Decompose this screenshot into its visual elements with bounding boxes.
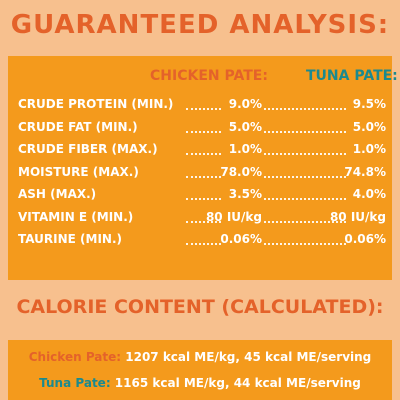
chicken-value: 0.06% <box>220 232 262 246</box>
nutrient-label: CRUDE FAT (MIN.) <box>18 119 138 134</box>
leader-dots <box>264 206 346 223</box>
leader-dots <box>186 183 221 200</box>
nutrient-label: CRUDE FIBER (MAX.) <box>18 142 158 156</box>
chicken-value: 5.0% <box>228 119 262 134</box>
analysis-row: MOISTURE (MAX.) 78.0% 74.8% <box>18 161 386 184</box>
chicken-pate-header: CHICKEN PATE: <box>150 68 268 84</box>
chicken-calorie-line: Chicken Pate: 1207 kcal ME/kg, 45 kcal M… <box>0 350 400 364</box>
leader-dots <box>186 206 221 223</box>
analysis-row: CRUDE FIBER (MAX.) 1.0% 1.0% <box>18 138 386 161</box>
leader-dots <box>264 116 346 133</box>
leader-dots <box>264 138 346 155</box>
tuna-value: 5.0% <box>352 119 386 134</box>
calorie-panel <box>8 340 392 400</box>
tuna-value: 80 IU/kg <box>329 209 386 224</box>
chicken-value: 9.0% <box>228 97 262 111</box>
chicken-value: 78.0% <box>220 164 262 179</box>
analysis-table: CRUDE PROTEIN (MIN.) 9.0% 9.5% CRUDE FAT… <box>18 93 386 251</box>
calorie-content-title: CALORIE CONTENT (CALCULATED): <box>16 296 384 318</box>
chicken-value: 80 IU/kg <box>205 209 262 224</box>
chicken-calorie-text: 1207 kcal ME/kg, 45 kcal ME/serving <box>121 350 372 364</box>
chicken-calorie-name: Chicken Pate: <box>28 350 122 364</box>
tuna-value: 74.8% <box>344 164 386 179</box>
analysis-row: ASH (MAX.) 3.5% 4.0% <box>18 183 386 206</box>
chicken-value: 1.0% <box>228 142 262 156</box>
tuna-value: 1.0% <box>352 142 386 156</box>
analysis-panel <box>8 56 392 280</box>
analysis-row: TAURINE (MIN.) 0.06% 0.06% <box>18 228 386 251</box>
leader-dots <box>264 93 346 110</box>
nutrient-label: TAURINE (MIN.) <box>18 232 123 246</box>
analysis-row: CRUDE PROTEIN (MIN.) 9.0% 9.5% <box>18 93 386 116</box>
tuna-value: 4.0% <box>352 187 386 201</box>
leader-dots <box>264 161 346 178</box>
chicken-value: 3.5% <box>228 187 262 201</box>
leader-dots <box>186 161 221 178</box>
leader-dots <box>264 228 346 245</box>
leader-dots <box>186 228 221 245</box>
leader-dots <box>264 183 346 200</box>
analysis-title: GUARANTEED ANALYSIS: <box>10 10 390 40</box>
tuna-pate-header: TUNA PATE: <box>306 68 398 84</box>
leader-dots <box>186 138 221 155</box>
nutrient-label: ASH (MAX.) <box>18 187 97 201</box>
tuna-calorie-text: 1165 kcal ME/kg, 44 kcal ME/serving <box>110 376 361 390</box>
tuna-value: 0.06% <box>344 232 386 246</box>
nutrient-label: CRUDE PROTEIN (MIN.) <box>18 97 174 111</box>
leader-dots <box>186 93 221 110</box>
analysis-row: CRUDE FAT (MIN.) 5.0% 5.0% <box>18 116 386 139</box>
tuna-calorie-name: Tuna Pate: <box>39 376 111 390</box>
tuna-value: 9.5% <box>352 97 386 111</box>
tuna-calorie-line: Tuna Pate: 1165 kcal ME/kg, 44 kcal ME/s… <box>0 376 400 390</box>
analysis-row: VITAMIN E (MIN.) 80 IU/kg 80 IU/kg <box>18 206 386 229</box>
leader-dots <box>186 116 221 133</box>
nutrient-label: VITAMIN E (MIN.) <box>18 209 134 224</box>
nutrient-label: MOISTURE (MAX.) <box>18 164 139 179</box>
